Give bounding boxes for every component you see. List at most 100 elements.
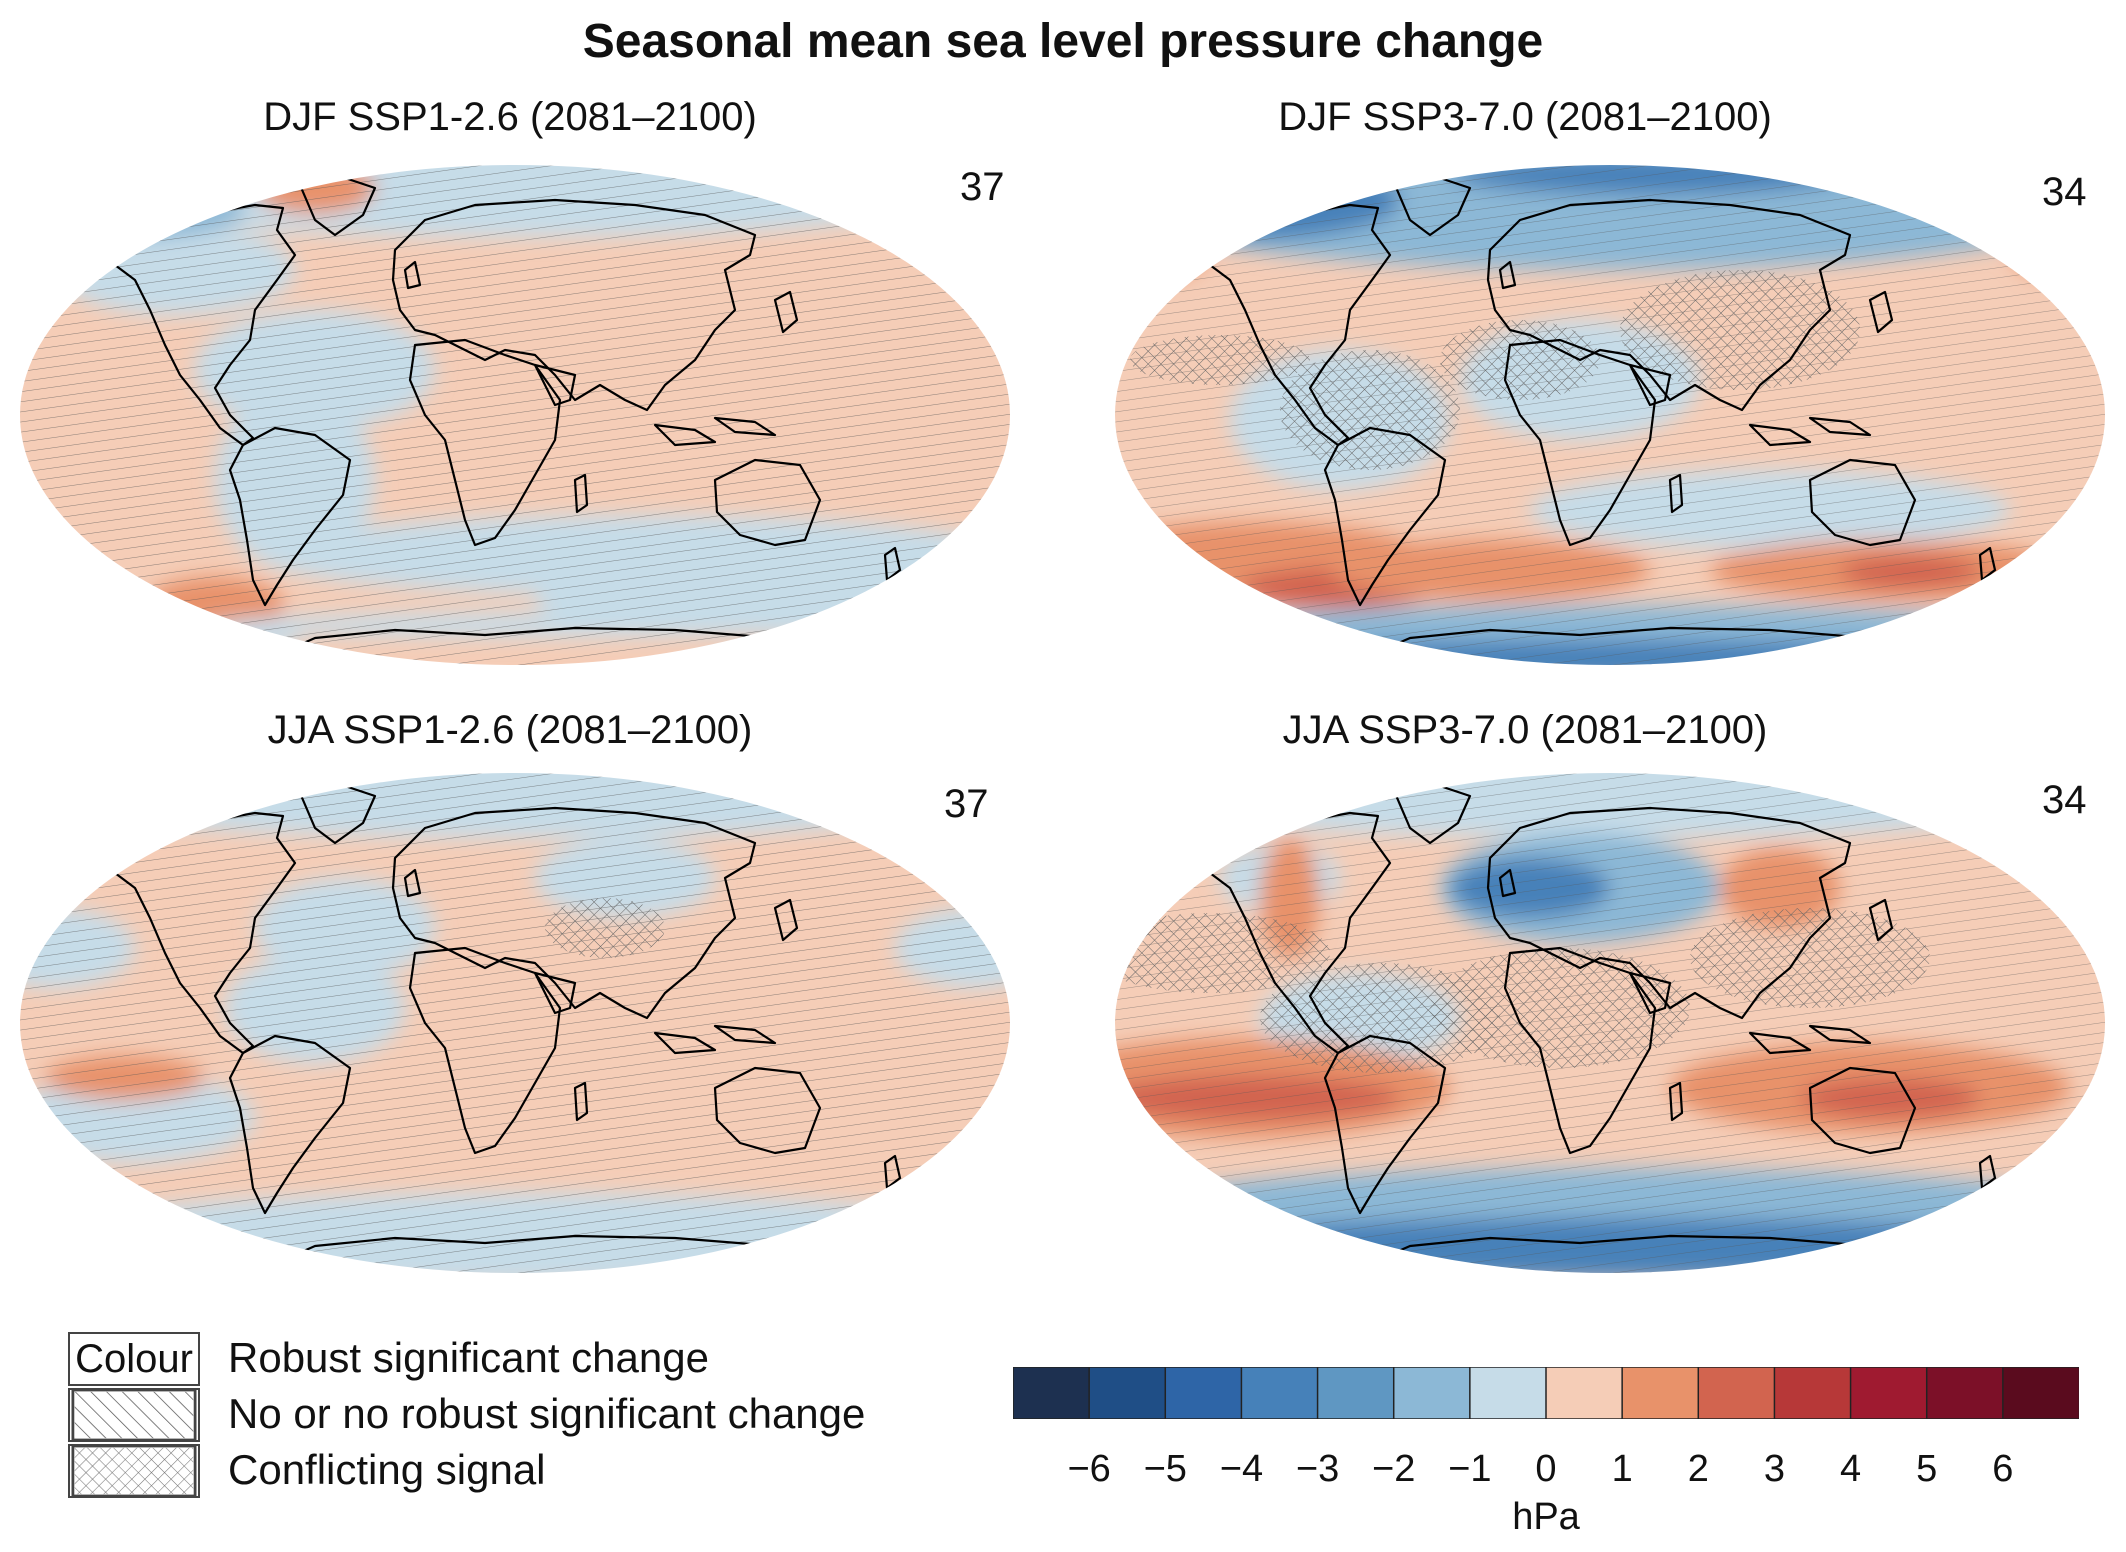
coastline	[1308, 1234, 1962, 1274]
colorbar-tick-label: 3	[1763, 1448, 1785, 1490]
colorbar-segment	[1469, 1367, 1548, 1419]
colorbar-tick-label: −2	[1372, 1448, 1416, 1490]
coastline	[1486, 806, 1852, 1020]
coastline	[1808, 416, 1872, 437]
coastline	[1868, 898, 1894, 942]
conflicting-signal-hatching	[1430, 948, 1690, 1068]
coastline	[1978, 546, 1997, 582]
conflicting-signal-hatching	[545, 898, 665, 958]
coastline	[1978, 1154, 1997, 1190]
coastline	[573, 473, 589, 514]
colorbar-tick-label: −5	[1143, 1448, 1187, 1490]
coastline	[1668, 1081, 1684, 1122]
colorbar-tick-label: 1	[1611, 1448, 1633, 1490]
coastline	[1668, 473, 1684, 514]
coastline	[653, 423, 717, 447]
conflicting-signal-hatching	[1620, 270, 1860, 390]
coastline	[883, 546, 902, 582]
colorbar-tick-label: 0	[1535, 1448, 1557, 1490]
colorbar-tick-label: −4	[1219, 1448, 1264, 1490]
coastline	[1503, 946, 1657, 1155]
map-outline	[18, 771, 1012, 1275]
colorbar-tick-label: 4	[1839, 1448, 1862, 1490]
colorbar-tick-label: 6	[1992, 1448, 2014, 1490]
colorbar-segment	[1925, 1367, 2005, 1419]
coastline	[1323, 426, 1447, 607]
coastline	[653, 1031, 717, 1055]
colorbar-segment	[1849, 1367, 1928, 1419]
coastline	[228, 1034, 352, 1215]
colorbar-tick-label: 5	[1916, 1448, 1938, 1490]
coastline	[713, 458, 822, 547]
coastline	[1208, 811, 1392, 1055]
coastline	[1486, 198, 1852, 412]
no-robust-change-hatching	[19, 164, 1011, 666]
map-jja-ssp126	[18, 771, 1012, 1275]
model-count-djf-ssp370: 34	[2042, 170, 2087, 214]
coastline	[713, 1066, 822, 1155]
coastline	[391, 198, 757, 412]
colorbar-segment	[2002, 1367, 2079, 1419]
model-count-jja-ssp370: 34	[2042, 778, 2087, 822]
colorbar-tick-label: 2	[1687, 1448, 1709, 1490]
panel-title-jja-ssp126: JJA SSP1-2.6 (2081–2100)	[267, 708, 753, 752]
coastline	[408, 338, 562, 547]
coastline	[1308, 626, 1962, 666]
coastline	[1748, 1031, 1812, 1055]
colorbar-tick-label: −3	[1295, 1448, 1340, 1490]
coastline	[213, 1234, 867, 1274]
colorbar-segment	[1545, 1367, 1624, 1419]
coastline	[113, 203, 297, 447]
colorbar-tick-label: −6	[1067, 1448, 1111, 1490]
coastline	[773, 290, 799, 334]
map-djf-ssp370	[1113, 163, 2107, 667]
coastline	[1808, 1024, 1872, 1045]
conflicting-signal-hatching	[1690, 908, 1930, 1008]
colorbar-segment	[1240, 1367, 1319, 1419]
coastline	[1868, 290, 1894, 334]
colorbar-segment	[1621, 1367, 1700, 1419]
legend-swatch-colour: Colour	[68, 1332, 200, 1386]
legend-label-robust: Robust significant change	[228, 1334, 709, 1381]
legend-swatch-diagonal-hatch	[68, 1388, 200, 1442]
map-djf-ssp126	[18, 163, 1012, 667]
coastline	[1498, 868, 1517, 898]
coastline	[1748, 423, 1812, 447]
coastline	[403, 260, 422, 290]
coastline	[1628, 971, 1672, 1015]
model-count-jja-ssp126: 37	[944, 782, 989, 826]
legend-label-no-robust: No or no robust significant change	[228, 1390, 866, 1437]
coastline	[713, 1024, 777, 1045]
map-outline	[1113, 163, 2107, 667]
conflicting-signal-hatching	[1130, 335, 1310, 385]
coastline	[228, 426, 352, 607]
map-jja-ssp370	[1113, 771, 2107, 1275]
coastline	[533, 971, 577, 1015]
no-robust-change-hatching	[1114, 164, 2106, 666]
colorbar-tick-label: −1	[1448, 1448, 1492, 1490]
coastline	[773, 898, 799, 942]
coastline	[1208, 203, 1392, 447]
colorbar-segment	[1164, 1367, 1243, 1419]
model-count-djf-ssp126: 37	[960, 165, 1005, 209]
colorbar-segment	[1773, 1367, 1852, 1419]
legend-swatch-cross-hatch	[68, 1444, 200, 1498]
colorbar-unit: hPa	[1512, 1496, 1580, 1538]
colorbar-segment	[1088, 1367, 1167, 1419]
legend-label-conflicting: Conflicting signal	[228, 1446, 546, 1493]
map-outline	[1113, 771, 2107, 1275]
figure-title: Seasonal mean sea level pressure change	[582, 15, 1544, 68]
coastline	[1503, 338, 1657, 547]
coastline	[391, 806, 757, 1020]
colorbar-segment	[1697, 1367, 1776, 1419]
coastline	[408, 946, 562, 1155]
coastline	[1808, 1066, 1917, 1155]
colorbar-segment	[1316, 1367, 1395, 1419]
no-robust-change-hatching	[19, 772, 1011, 1274]
map-outline	[18, 163, 1012, 667]
coastline	[1808, 458, 1917, 547]
conflicting-signal-hatching	[1280, 350, 1460, 470]
pressure-change-region	[1114, 220, 1210, 280]
colorbar-segment	[1013, 1367, 1091, 1419]
colorbar	[1013, 1367, 2079, 1419]
